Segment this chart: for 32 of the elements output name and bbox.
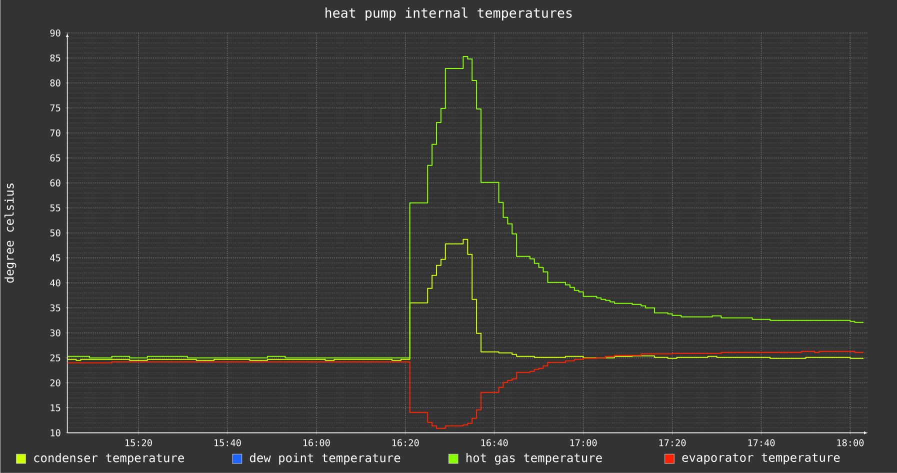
- x-tick-label: 17:20: [659, 439, 686, 446]
- y-tick-label: 80: [50, 80, 60, 87]
- y-tick-label: 55: [50, 204, 60, 212]
- x-tick-label: 15:40: [214, 439, 241, 446]
- y-tick-label: 30: [50, 329, 60, 336]
- y-tick-label: 70: [50, 130, 60, 137]
- x-tick-label: 15:20: [126, 439, 152, 446]
- legend-label: dew point temperature: [250, 453, 400, 465]
- y-tick-label: 10: [50, 429, 60, 436]
- y-tick-label: 50: [50, 229, 60, 237]
- legend-label: hot gas temperature: [466, 453, 602, 465]
- x-tick-label: 16:40: [481, 439, 508, 446]
- x-tick-label: 17:40: [748, 439, 775, 446]
- y-tick-label: 15: [50, 404, 60, 412]
- legend-label: condenser temperature: [34, 453, 184, 465]
- x-tick-label: 17:00: [570, 439, 597, 446]
- chart-title: heat pump internal temperatures: [326, 8, 572, 21]
- y-tick-label: 40: [50, 279, 60, 286]
- y-tick-label: 75: [50, 104, 60, 112]
- y-tick-label: 20: [50, 379, 60, 386]
- y-tick-label: 35: [50, 304, 60, 312]
- legend-label: evaporator temperature: [682, 453, 840, 464]
- y-tick-label: 60: [50, 179, 60, 187]
- y-tick-label: 65: [50, 154, 60, 162]
- y-tick-label: 85: [50, 54, 60, 62]
- y-axis-title: degree celsius: [4, 184, 16, 283]
- y-tick-label: 45: [50, 254, 60, 262]
- x-tick-label: 16:20: [392, 439, 419, 446]
- x-tick-label: 18:00: [837, 439, 864, 446]
- y-tick-label: 90: [50, 30, 60, 37]
- y-tick-label: 25: [50, 354, 60, 362]
- x-tick-label: 16:00: [303, 439, 330, 446]
